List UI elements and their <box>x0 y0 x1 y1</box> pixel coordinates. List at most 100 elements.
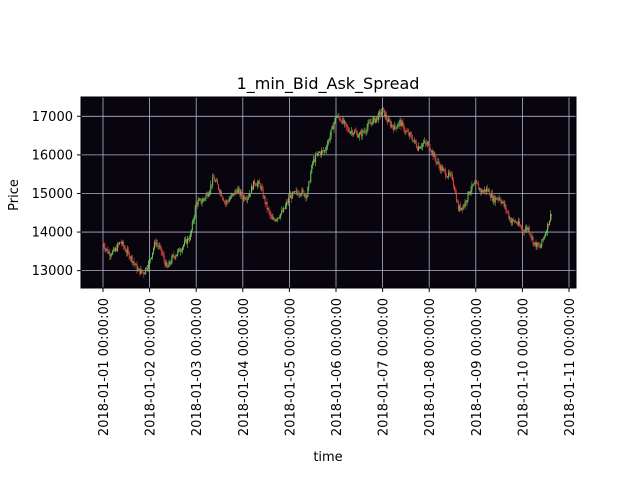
candle-body <box>190 229 192 235</box>
candle-body <box>498 197 500 200</box>
candle-body <box>243 196 245 200</box>
candle-body <box>245 199 247 200</box>
candle-body <box>355 132 357 133</box>
candle-body <box>211 184 213 186</box>
candle-body <box>222 198 224 202</box>
candle-body <box>379 111 381 113</box>
candle-body <box>135 264 137 266</box>
candle-body <box>259 184 261 189</box>
candle-body <box>377 116 379 120</box>
candle-body <box>534 242 536 244</box>
candle-body <box>134 263 136 266</box>
candle-body <box>296 190 298 194</box>
candle-body <box>385 114 387 120</box>
candle-body <box>515 221 517 223</box>
candle-body <box>525 227 527 230</box>
candle-body <box>544 236 546 238</box>
candle-body <box>106 249 108 250</box>
candle-body <box>250 193 252 194</box>
candle-body <box>300 194 302 196</box>
y-axis: 13000 14000 15000 16000 17000 <box>32 110 81 279</box>
candle-body <box>124 248 126 252</box>
candle-body <box>188 239 190 241</box>
candle-body <box>164 260 166 266</box>
candle-body <box>542 239 544 240</box>
candle-body <box>501 202 503 204</box>
candle-body <box>340 120 342 122</box>
candle-body <box>357 136 359 138</box>
candle-body <box>541 239 543 246</box>
candle-body <box>176 254 178 256</box>
candle-body <box>114 248 116 252</box>
candle-body <box>483 190 485 193</box>
candle-body <box>438 161 440 166</box>
candle-body <box>328 139 330 141</box>
candle-body <box>252 180 254 190</box>
candle-body <box>261 187 263 190</box>
candle-body <box>200 199 202 204</box>
candle-body <box>402 122 404 125</box>
candle-body <box>358 134 360 137</box>
candle-body <box>178 248 180 251</box>
candle-body <box>540 245 542 248</box>
candle-body <box>189 234 191 240</box>
candle-body <box>258 181 260 185</box>
candle-body <box>161 251 163 254</box>
candle-body <box>193 216 195 221</box>
candle-body <box>469 191 471 195</box>
candle-body <box>413 140 415 142</box>
candle-body <box>256 183 258 186</box>
candle-body <box>152 252 154 258</box>
candle-body <box>153 242 155 249</box>
candle-body <box>281 210 283 214</box>
candle-body <box>175 255 177 258</box>
candle-body <box>520 226 522 230</box>
candle-body <box>503 201 505 206</box>
candle-body <box>119 242 121 243</box>
candle-body <box>263 196 265 198</box>
candle-body <box>230 195 232 199</box>
candle-body <box>297 193 299 196</box>
candle-body <box>267 208 269 210</box>
y-tick-label: 15000 <box>32 187 73 202</box>
candle-body <box>347 127 349 129</box>
candle-body <box>324 149 326 151</box>
candle-body <box>233 193 235 195</box>
candle-body <box>224 201 226 204</box>
candle-body <box>249 193 251 198</box>
candle-body <box>252 186 254 190</box>
candle-body <box>191 221 193 230</box>
candle-body <box>311 165 313 174</box>
candle-body <box>476 180 478 183</box>
candle-body <box>380 111 382 115</box>
x-tick-label: 2018-01-09 00:00:00 <box>470 298 485 436</box>
candle-body <box>113 248 115 251</box>
candle-body <box>486 188 488 191</box>
candle-body <box>518 221 520 226</box>
x-tick-label: 2018-01-10 00:00:00 <box>516 298 531 436</box>
x-tick-label: 2018-01-01 00:00:00 <box>97 298 112 436</box>
candle-body <box>215 181 217 182</box>
plot-frame <box>80 96 577 289</box>
candle-body <box>330 129 332 136</box>
candle-body <box>141 269 143 272</box>
candle-body <box>367 123 369 128</box>
candle-body <box>410 132 412 135</box>
candle-body <box>474 183 476 184</box>
candle-body <box>129 258 131 259</box>
candle-body <box>109 252 111 256</box>
candle-body <box>485 188 487 192</box>
y-tick-label: 13000 <box>32 264 73 279</box>
candle-body <box>399 120 401 122</box>
candle-body <box>312 162 314 166</box>
candle-body <box>119 242 121 245</box>
candle-body <box>132 261 134 263</box>
candle-body <box>338 115 340 118</box>
candle-body <box>179 248 181 252</box>
candle-body <box>488 189 490 196</box>
candle-body <box>219 189 220 193</box>
candle-body <box>317 152 319 156</box>
candle-body <box>167 266 169 268</box>
candle-body <box>210 184 212 192</box>
candle-body <box>329 135 331 141</box>
